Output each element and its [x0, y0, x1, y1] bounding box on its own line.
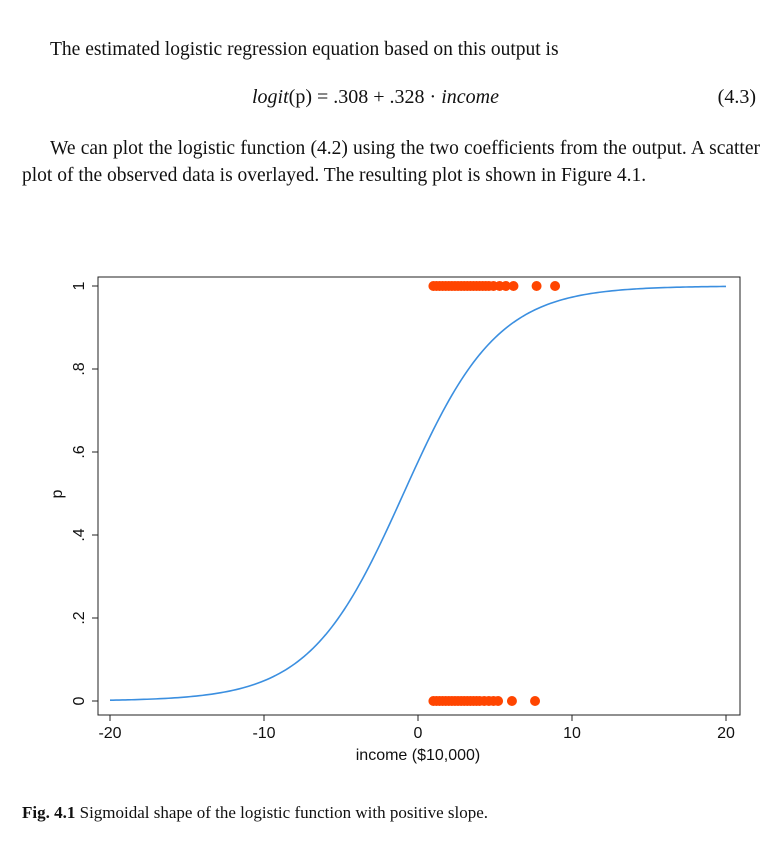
data-point	[500, 281, 511, 291]
y-tick-label: 1	[71, 281, 88, 290]
caption-text: Sigmoidal shape of the logistic function…	[75, 803, 489, 822]
logistic-curve	[109, 285, 727, 701]
x-tick-label: 10	[563, 725, 581, 742]
equation-rhs: = .308 + .328 ·	[312, 86, 442, 108]
caption-label: Fig. 4.1	[22, 803, 76, 822]
x-axis: -20 -10 0 10 20	[98, 715, 735, 742]
equation-lhs: logit	[252, 86, 289, 108]
equation-arg: (p)	[288, 86, 312, 108]
scatter-points	[428, 281, 561, 706]
x-axis-label: income ($10,000)	[356, 747, 481, 764]
body-paragraph-text: We can plot the logistic function (4.2) …	[22, 138, 760, 186]
y-axis: 0 .2 .4 .6 .8 1	[71, 281, 98, 705]
y-axis-label: p	[49, 489, 66, 498]
y-tick-label: .2	[71, 611, 88, 624]
intro-paragraph: The estimated logistic regression equati…	[50, 39, 559, 60]
equation: logit(p) = .308 + .328 · income	[252, 86, 499, 109]
y-tick-label: 0	[71, 696, 88, 705]
y-tick-label: .8	[71, 362, 88, 375]
x-tick-label: 20	[717, 725, 735, 742]
equation-line: logit(p) = .308 + .328 · income (4.3)	[0, 86, 782, 116]
plot-frame	[97, 276, 741, 716]
data-point	[506, 696, 517, 706]
y-tick-label: .6	[71, 445, 88, 458]
equation-variable: income	[441, 86, 499, 108]
data-point	[493, 696, 504, 706]
x-tick-label: -10	[252, 725, 275, 742]
figure-caption: Fig. 4.1 Sigmoidal shape of the logistic…	[22, 803, 488, 823]
equation-number: (4.3)	[717, 86, 756, 108]
data-point	[530, 696, 541, 706]
x-tick-label: 0	[414, 725, 423, 742]
data-point	[550, 281, 561, 291]
body-paragraph: We can plot the logistic function (4.2) …	[22, 135, 760, 189]
logistic-plot: 0.2.4.6.81 -20 -10 0 10 20 income ($10,000) …	[49, 276, 741, 764]
data-point	[508, 281, 519, 291]
y-tick-label: .4	[71, 528, 88, 541]
data-point	[531, 281, 542, 291]
x-tick-label: -20	[98, 725, 121, 742]
